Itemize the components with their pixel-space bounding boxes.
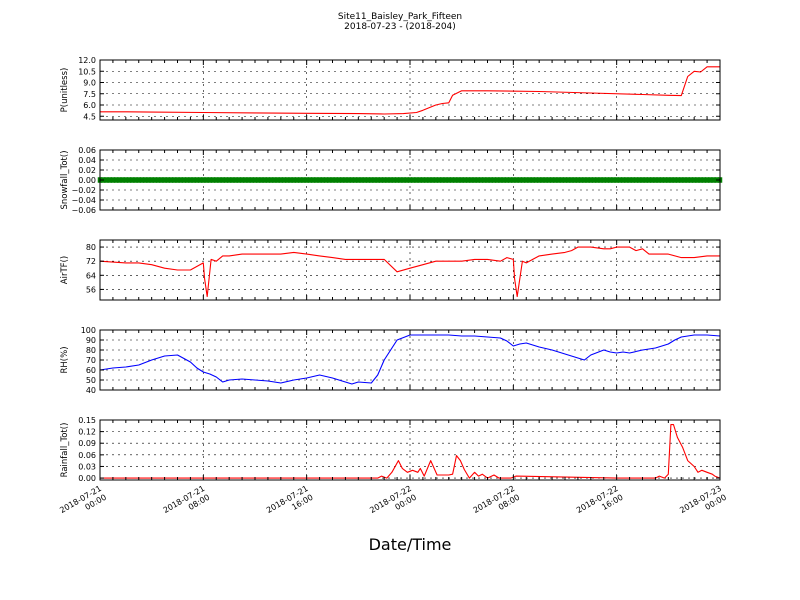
x-tick-label: 2018-07-2208:00 <box>472 484 522 524</box>
y-tick-label: 0.06 <box>78 146 96 155</box>
series-line-3-1 <box>99 246 720 298</box>
series-line-4-1 <box>99 334 721 385</box>
y-tick-label: 60 <box>86 366 96 375</box>
y-tick-label: 0.15 <box>78 416 96 425</box>
x-tick-label: 2018-07-2108:00 <box>162 484 212 524</box>
y-tick-label: 0.09 <box>78 439 96 448</box>
y-tick-label: 64 <box>86 271 96 280</box>
y-tick-label: 0.00 <box>78 474 96 483</box>
y-tick-label: −0.04 <box>71 196 96 205</box>
y-tick-label: 56 <box>86 285 96 294</box>
y-tick-label: 72 <box>86 257 96 266</box>
y-axis-label: RH(%) <box>60 346 70 373</box>
y-tick-label: −0.02 <box>71 186 96 195</box>
y-tick-label: 80 <box>86 243 96 252</box>
y-tick-label: 9.0 <box>83 79 96 88</box>
x-axis-tick-labels: 2018-07-2100:00 2018-07-2108:00 2018-07-21… <box>58 484 728 524</box>
x-tick-label: 2018-07-2100:00 <box>58 484 108 524</box>
y-tick-label: −0.06 <box>71 206 96 215</box>
y-tick-label: 0.12 <box>78 428 96 437</box>
y-tick-label: 0.06 <box>78 451 96 460</box>
y-tick-label: 100 <box>81 326 96 335</box>
y-tick-label: 50 <box>86 376 96 385</box>
y-tick-label: 7.5 <box>83 90 96 99</box>
y-tick-label: 10.5 <box>78 67 96 76</box>
subplot-1: 4.5 6.0 7.5 9.0 10.5 12.0 P(unitless) <box>60 56 721 121</box>
y-tick-label: 90 <box>86 336 96 345</box>
x-axis-label: Date/Time <box>369 535 452 554</box>
y-axis-label: Snowfall_Tot() <box>60 150 70 209</box>
chart-subtitle: 2018-07-23 - (2018-204) <box>344 22 456 32</box>
y-axis-label: P(unitless) <box>60 68 70 113</box>
subplot-2: −0.06−0.04−0.020.000.020.040.06 Snowfall_… <box>60 146 723 215</box>
chart-title: Site11_Baisley_Park_Fifteen <box>338 12 462 22</box>
y-tick-label: 0.04 <box>78 156 96 165</box>
y-tick-label: 70 <box>86 356 96 365</box>
x-tick-label: 2018-07-2216:00 <box>575 484 625 524</box>
series-line-1-1 <box>100 66 720 115</box>
subplot-3: 56 64 72 80 AirTF() <box>60 239 721 301</box>
y-axis-label: AirTF() <box>60 256 70 284</box>
y-tick-label: 0.02 <box>78 166 96 175</box>
y-tick-label: 40 <box>86 386 96 395</box>
subplot-stack: 4.56.07.59.010.512.0P(unitless)−0.06−0.0… <box>60 56 723 483</box>
x-tick-label: 2018-07-2300:00 <box>678 484 728 524</box>
y-axis-label: Rainfall_Tot() <box>60 423 70 478</box>
y-tick-label: 4.5 <box>83 112 96 121</box>
y-tick-label: 0.00 <box>78 176 96 185</box>
series-line-5-1 <box>100 424 721 479</box>
y-tick-label: 0.03 <box>78 462 96 471</box>
subplot-5: 0.00 0.03 0.06 0.09 0.12 0.15 Rainfall_Tot() <box>60 416 721 483</box>
y-tick-label: 12.0 <box>78 56 96 65</box>
x-tick-label: 2018-07-2116:00 <box>265 484 315 524</box>
x-tick-label: 2018-07-2200:00 <box>368 484 418 524</box>
y-tick-label: 6.0 <box>83 101 96 110</box>
y-tick-label: 80 <box>86 346 96 355</box>
